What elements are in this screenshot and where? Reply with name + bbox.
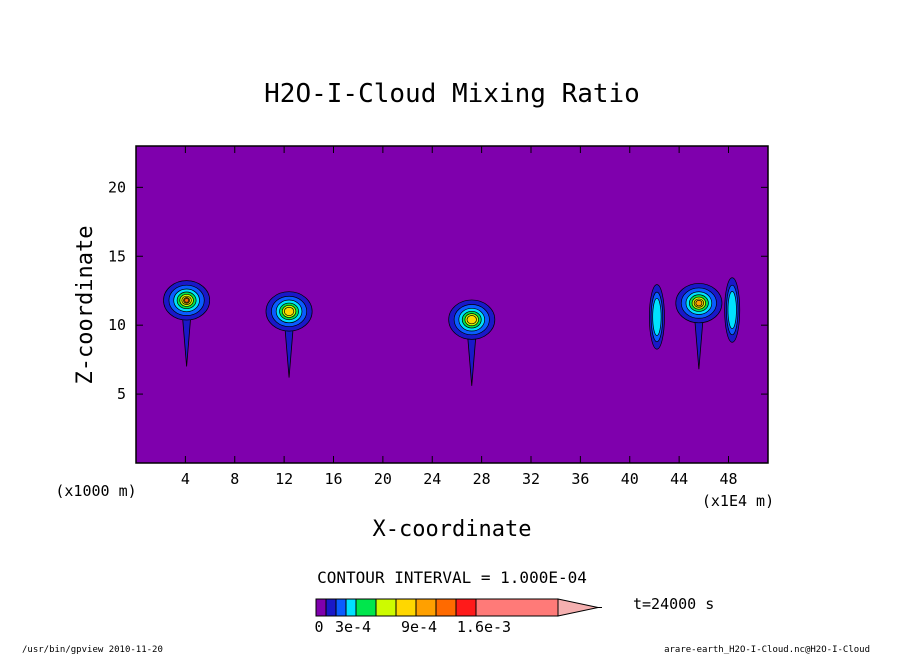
x-tick-label: 28 [473,470,491,488]
plot-frame [135,145,769,464]
y-tick-label: 20 [108,178,126,196]
colorbar: 0 3e-4 9e-4 1.6e-3 [314,598,602,636]
cloud-contours [163,277,741,386]
colorbar-swatch [325,598,337,617]
colorbar-swatch [375,598,397,617]
contour-interval-label: CONTOUR INTERVAL = 1.000E-04 [317,568,587,587]
colorbar-swatch [355,598,377,617]
colorbar-swatch [435,598,457,617]
colorbar-swatch [455,598,477,617]
colorbar-label: 3e-4 [335,618,371,636]
colorbar-swatch [315,598,327,617]
cloud-5 [675,283,723,370]
x-axis-label: X-coordinate [373,517,532,542]
contour-level [652,297,662,336]
y-axis-label: Z-coordinate [73,226,98,385]
x-tick-label: 40 [621,470,639,488]
contour-level [184,298,189,303]
x-unit-label: (x1000 m) [55,482,136,500]
y-tick-label: 10 [108,316,126,334]
cloud-6 [724,277,741,343]
colorbar-label: 0 [314,618,323,636]
cloud-1 [163,280,211,367]
x-tick-label: 44 [670,470,688,488]
x-axis: 4 8 12 16 20 24 28 32 36 40 44 48 [181,146,738,488]
plot-background [136,146,768,463]
colorbar-arrow [557,598,599,617]
cloud-3 [448,299,496,386]
chart-title: H2O-I-Cloud Mixing Ratio [264,79,640,109]
contour-level [727,291,737,329]
contour-level [466,315,477,325]
colorbar-label: 9e-4 [401,618,437,636]
x-tick-label: 48 [719,470,737,488]
x-tick-label: 4 [181,470,190,488]
colorbar-swatch [395,598,417,617]
colorbar-swatch [345,598,357,617]
contour-level [695,299,703,307]
plot-area [135,145,769,464]
colorbar-swatch [415,598,437,617]
x-tick-label: 24 [423,470,441,488]
time-label: t=24000 s [633,595,714,613]
x-range-label: (x1E4 m) [702,492,774,510]
footer-left: /usr/bin/gpview 2010-11-20 [22,645,163,654]
cloud-2 [265,291,313,378]
x-tick-label: 20 [374,470,392,488]
colorbar-swatch [335,598,347,617]
cloud-4 [649,284,665,350]
colorbar-swatch [475,598,559,617]
x-tick-label: 32 [522,470,540,488]
y-axis: 5 10 15 20 [108,178,768,403]
x-tick-label: 12 [275,470,293,488]
x-tick-label: 16 [324,470,342,488]
x-tick-label: 8 [230,470,239,488]
x-tick-label: 36 [571,470,589,488]
colorbar-label: 1.6e-3 [457,618,511,636]
y-tick-label: 15 [108,247,126,265]
footer-right: arare-earth_H2O-I-Cloud.nc@H2O-I-Cloud [664,645,870,654]
contour-level [283,306,295,316]
y-tick-label: 5 [117,385,126,403]
